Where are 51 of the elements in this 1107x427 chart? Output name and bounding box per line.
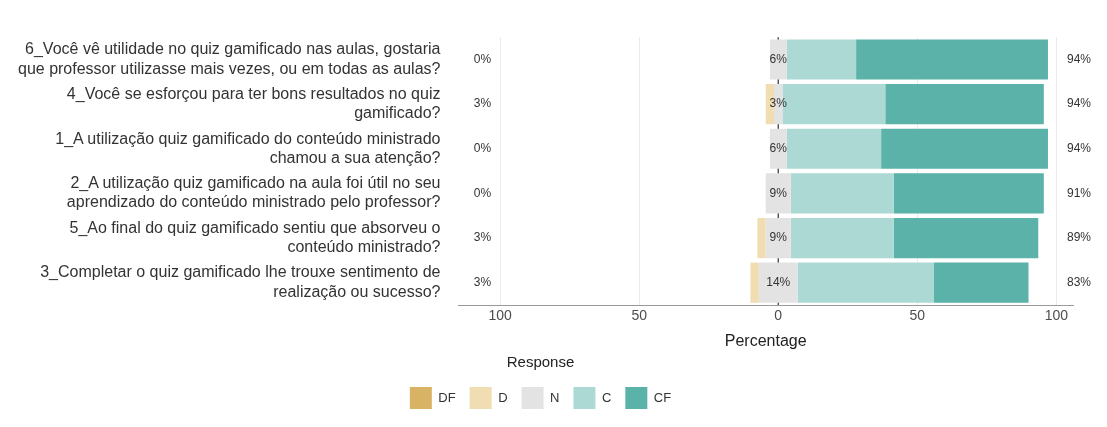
bar	[893, 217, 1039, 259]
legend-title: Response	[506, 352, 575, 370]
bar	[885, 84, 1044, 125]
annotation: 0%	[473, 51, 492, 66]
bar	[786, 39, 857, 80]
bar	[881, 128, 1048, 169]
annotation: 0%	[473, 141, 492, 156]
y-tick-label: 1_A utilização quiz gamificado do conteúdo ministrado chamou a sua atenção?	[55, 129, 441, 166]
annotation: 3%	[473, 96, 492, 111]
legend-label: N	[550, 389, 560, 405]
bar	[765, 173, 791, 214]
x-axis-title: Percentage	[724, 331, 807, 349]
y-tick-label: 4_Você se esforçou para ter bons resultados no quiz gamificado?	[66, 84, 441, 122]
annotation: 3%	[473, 230, 492, 245]
annotation: 3%	[473, 275, 492, 289]
legend-label: CF	[653, 389, 672, 405]
data-label: 9%	[769, 185, 788, 200]
y-tick-label: 3_Completar o quiz gamificado lhe trouxe sentimento de realização ou sucesso?	[40, 263, 441, 300]
x-tick-label: 100	[1044, 307, 1069, 324]
bar	[790, 173, 894, 214]
data-label: 6%	[769, 51, 788, 66]
bar	[790, 217, 894, 259]
data-label: 3%	[769, 96, 788, 111]
annotation: 0%	[473, 185, 492, 200]
bar	[856, 39, 1048, 80]
annotation: 83%	[1066, 275, 1092, 289]
bar	[786, 128, 882, 169]
annotation: 94%	[1066, 51, 1092, 66]
bar	[750, 262, 759, 303]
x-tick-label: 50	[909, 307, 926, 324]
y-tick-label: 5_Ao final do quiz gamificado sentiu que absorveu o conteúdo ministrado?	[69, 218, 441, 256]
x-tick-label: 50	[631, 307, 648, 324]
legend-label: DF	[438, 389, 456, 405]
annotation: 94%	[1066, 96, 1092, 111]
annotation: 94%	[1066, 141, 1092, 156]
annotation: 91%	[1066, 185, 1092, 200]
bar	[758, 262, 798, 303]
bar	[933, 262, 1029, 303]
x-tick-label: 100	[488, 307, 513, 324]
y-tick-label: 2_A utilização quiz gamificado na aula foi útil no seu aprendizado do conteúdo ministrado pelo professor?	[66, 174, 441, 211]
bar	[797, 262, 934, 303]
y-tick-label: 6_Você vê utilidade no quiz gamificado nas aulas, gostaria que professor utilizasse mais vezes, ou em todas as aulas?	[18, 40, 441, 77]
data-label: 6%	[769, 141, 788, 156]
data-label: 14%	[766, 275, 791, 289]
data-label: 9%	[769, 230, 788, 245]
bar	[757, 217, 766, 259]
annotation: 89%	[1066, 230, 1092, 245]
legend-label: C	[601, 389, 612, 405]
x-tick-label: 0	[774, 307, 783, 324]
legend-label: D	[498, 389, 508, 405]
bar	[893, 173, 1044, 214]
